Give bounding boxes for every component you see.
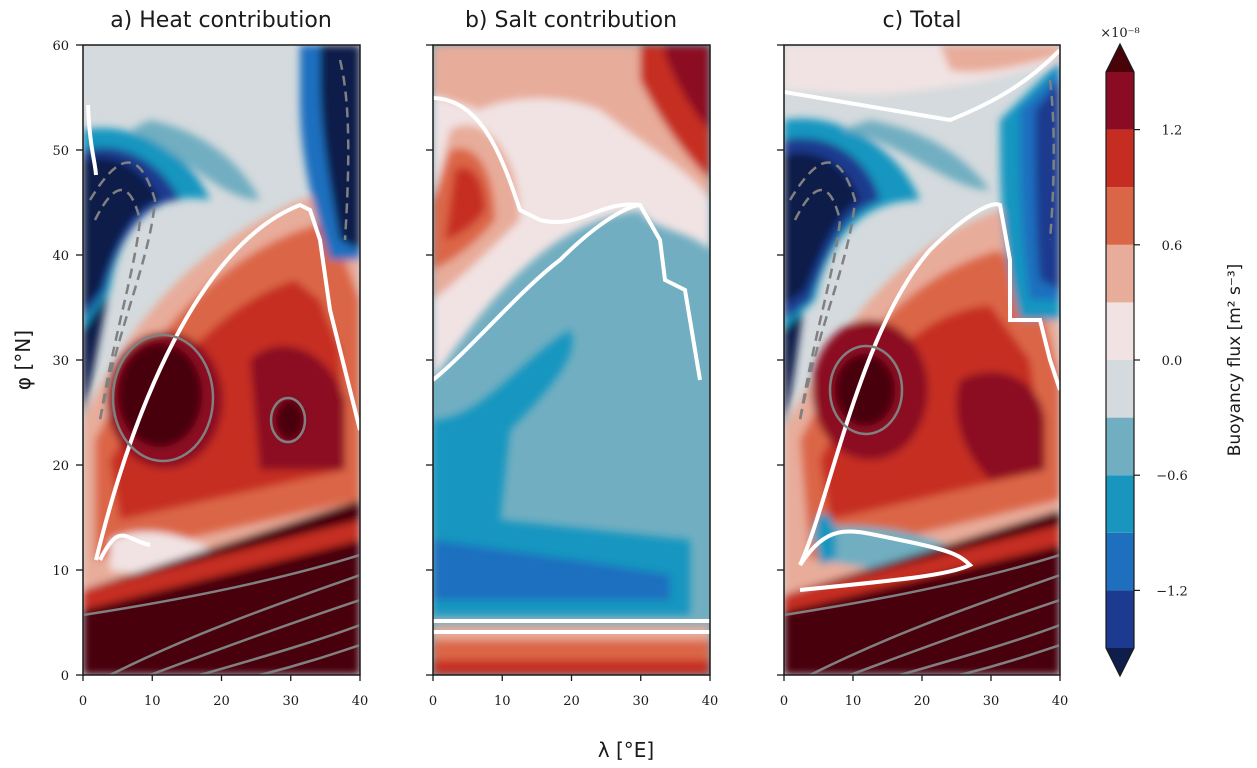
y-tick-label: 50 — [52, 144, 69, 159]
x-tick-label: 10 — [494, 694, 511, 709]
colorbar-tick-label: −1.2 — [1156, 584, 1188, 599]
y-tick-label: 0 — [61, 669, 69, 684]
x-axis-label: λ [°E] — [598, 738, 654, 762]
x-tick-label: 10 — [144, 694, 161, 709]
x-tick-label: 40 — [352, 694, 369, 709]
panel-a: a) Heat contribution — [82, 8, 361, 676]
colorbar-bin — [1106, 360, 1134, 418]
x-tick-label: 0 — [79, 694, 87, 709]
colorbar-bin — [1106, 590, 1134, 648]
panel-c: c) Total — [783, 8, 1061, 676]
x-tick-label: 0 — [429, 694, 437, 709]
colorbar-bin — [1106, 129, 1134, 188]
panel-a-title: a) Heat contribution — [110, 8, 332, 33]
colorbar-extend-max — [1106, 44, 1134, 72]
x-tick-label: 0 — [780, 694, 788, 709]
x-tick-label: 10 — [845, 694, 862, 709]
colorbar-bin — [1106, 187, 1134, 245]
colorbar-tick-label: 1.2 — [1162, 124, 1183, 139]
x-tick-label: 30 — [282, 694, 299, 709]
colorbar-bin — [1106, 72, 1134, 130]
y-axis-label: φ [°N] — [11, 330, 35, 390]
x-tick-label: 20 — [914, 694, 931, 709]
colorbar-tick-label: 0.0 — [1162, 354, 1183, 369]
y-tick-label: 60 — [52, 39, 69, 54]
colorbar-label: Buoyancy flux [m² s⁻³] — [1225, 264, 1245, 457]
panel-b-title: b) Salt contribution — [465, 8, 677, 33]
colorbar-tick-label: 0.6 — [1162, 239, 1183, 254]
colorbar: ×10⁻⁸ 1.2 0.6 0.0 −0.6 −1.2 Buoyancy flux [m… — [1100, 26, 1245, 678]
colorbar-bin — [1106, 475, 1134, 533]
y-tick-label: 30 — [52, 354, 69, 369]
colorbar-bin — [1106, 244, 1134, 303]
colorbar-multiplier: ×10⁻⁸ — [1100, 26, 1140, 41]
colorbar-bin — [1106, 417, 1134, 476]
panel-b: b) Salt contribution — [432, 8, 711, 676]
y-tick-label: 40 — [52, 249, 69, 264]
x-tick-label: 30 — [983, 694, 1000, 709]
panel-c-field — [784, 45, 1060, 675]
y-tick-label: 10 — [52, 564, 69, 579]
colorbar-bin — [1106, 532, 1134, 591]
colorbar-bar: 1.2 0.6 0.0 −0.6 −1.2 — [1105, 42, 1188, 678]
x-tick-label: 40 — [1052, 694, 1069, 709]
x-tick-label: 20 — [563, 694, 580, 709]
colorbar-tick-label: −0.6 — [1156, 469, 1188, 484]
axis-ticks: 0 10 20 30 40 0 10 20 30 40 50 60 0 10 20 30 40 0 10 20 30 40 — [52, 39, 1068, 709]
colorbar-bin — [1106, 302, 1134, 360]
x-tick-label: 20 — [213, 694, 230, 709]
y-tick-label: 20 — [52, 459, 69, 474]
panel-c-title: c) Total — [882, 8, 961, 33]
x-tick-label: 40 — [702, 694, 719, 709]
panel-a-field — [83, 45, 360, 675]
panel-b-field — [433, 45, 710, 675]
x-tick-label: 30 — [632, 694, 649, 709]
colorbar-extend-min — [1106, 648, 1134, 676]
